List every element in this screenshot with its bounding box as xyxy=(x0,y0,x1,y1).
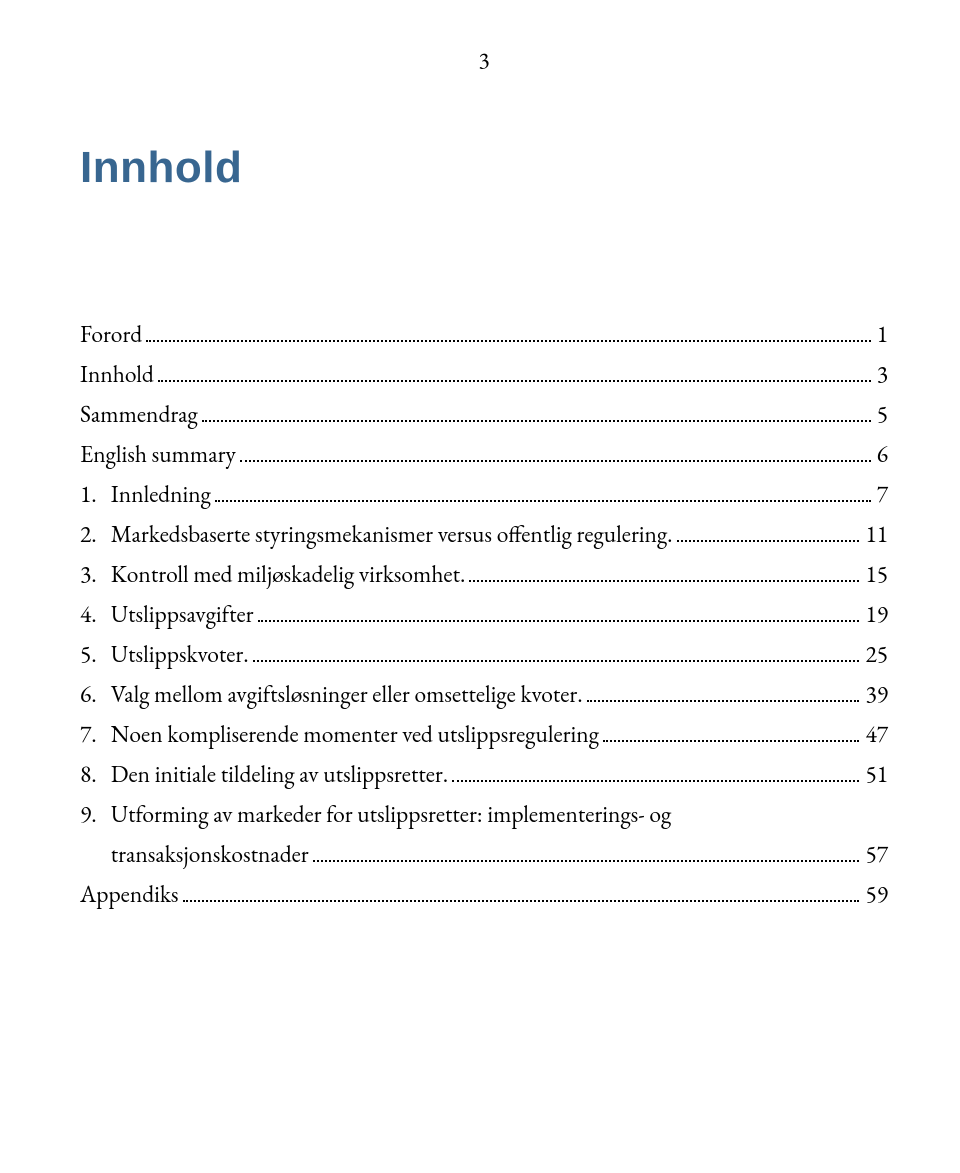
toc-entry-label: Forord xyxy=(80,323,142,347)
toc-leader xyxy=(587,684,860,702)
toc-leader xyxy=(258,604,860,622)
toc-entry-label: Den initiale tildeling av utslippsretter… xyxy=(111,763,448,787)
toc-entry-page: 6 xyxy=(875,443,888,467)
toc-entry-label: Innhold xyxy=(80,363,154,387)
toc-entry-label: Innledning xyxy=(111,483,211,507)
toc-entry-page: 7 xyxy=(875,483,888,507)
toc-entry: 1. Innledning 7 xyxy=(80,483,888,507)
toc-entry-number: 7. xyxy=(80,723,111,747)
toc-entry-label: Utslippskvoter. xyxy=(111,643,249,667)
toc-entry: Forord 1 xyxy=(80,323,888,347)
page: 3 Innhold Forord 1 Innhold 3 Sammendrag 5 E… xyxy=(0,0,960,1173)
toc-entry-number: 6. xyxy=(80,683,111,707)
toc-entry-label: transaksjonskostnader xyxy=(111,843,309,867)
table-of-contents: Forord 1 Innhold 3 Sammendrag 5 English sum… xyxy=(80,323,888,907)
toc-entry: 6. Valg mellom avgiftsløsninger eller om… xyxy=(80,683,888,707)
toc-entry-number: 4. xyxy=(80,603,111,627)
toc-entry-number: 9. xyxy=(80,803,111,827)
toc-entry-page: 25 xyxy=(863,643,888,667)
toc-leader xyxy=(183,884,860,902)
toc-entry: 8. Den initiale tildeling av utslippsret… xyxy=(80,763,888,787)
toc-entry-page: 51 xyxy=(863,763,888,787)
toc-entry-page: 5 xyxy=(875,403,888,427)
toc-entry-label: Kontroll med miljøskadelig virksomhet. xyxy=(111,563,466,587)
toc-leader xyxy=(215,484,871,502)
toc-leader xyxy=(202,404,871,422)
toc-leader xyxy=(469,564,859,582)
page-number: 3 xyxy=(80,45,888,75)
toc-entry: Sammendrag 5 xyxy=(80,403,888,427)
toc-leader xyxy=(677,524,860,542)
toc-entry: 3. Kontroll med miljøskadelig virksomhet… xyxy=(80,563,888,587)
toc-entry: English summary 6 xyxy=(80,443,888,467)
toc-entry-page: 11 xyxy=(863,523,888,547)
toc-leader xyxy=(603,724,860,742)
page-title: Innhold xyxy=(80,143,888,193)
toc-entry-page: 47 xyxy=(863,723,888,747)
toc-entry-page: 39 xyxy=(863,683,888,707)
toc-entry: 7. Noen kompliserende momenter ved utsli… xyxy=(80,723,888,747)
toc-entry-number: 5. xyxy=(80,643,111,667)
toc-leader xyxy=(452,764,859,782)
toc-leader xyxy=(146,324,871,342)
toc-entry-label: Appendiks xyxy=(80,883,179,907)
toc-entry-label: Utslippsavgifter xyxy=(111,603,254,627)
toc-entry: Innhold 3 xyxy=(80,363,888,387)
toc-leader xyxy=(158,364,871,382)
toc-entry: 9. Utforming av markeder for utslippsret… xyxy=(80,803,888,867)
toc-leader xyxy=(313,844,860,862)
toc-entry-label: Noen kompliserende momenter ved utslipps… xyxy=(111,723,599,747)
toc-entry: 2. Markedsbaserte styringsmekanismer ver… xyxy=(80,523,888,547)
toc-entry-number: 3. xyxy=(80,563,111,587)
toc-entry-label: Sammendrag xyxy=(80,403,198,427)
toc-leader xyxy=(240,444,871,462)
toc-entry-page: 1 xyxy=(875,323,888,347)
toc-entry-number: 8. xyxy=(80,763,111,787)
toc-entry-label: Valg mellom avgiftsløsninger eller omset… xyxy=(111,683,583,707)
toc-entry-page: 59 xyxy=(863,883,888,907)
toc-entry: 4. Utslippsavgifter 19 xyxy=(80,603,888,627)
toc-entry: Appendiks 59 xyxy=(80,883,888,907)
toc-entry-label: English summary xyxy=(80,443,236,467)
toc-entry-page: 15 xyxy=(863,563,888,587)
toc-entry-label: Markedsbaserte styringsmekanismer versus… xyxy=(111,523,673,547)
toc-entry: 5. Utslippskvoter. 25 xyxy=(80,643,888,667)
toc-entry-number: 1. xyxy=(80,483,111,507)
toc-leader xyxy=(253,644,860,662)
toc-entry-page: 19 xyxy=(863,603,888,627)
toc-entry-page: 3 xyxy=(875,363,888,387)
toc-entry-page: 57 xyxy=(863,843,888,867)
toc-entry-label: Utforming av markeder for utslippsretter… xyxy=(111,803,888,827)
toc-entry-number: 2. xyxy=(80,523,111,547)
